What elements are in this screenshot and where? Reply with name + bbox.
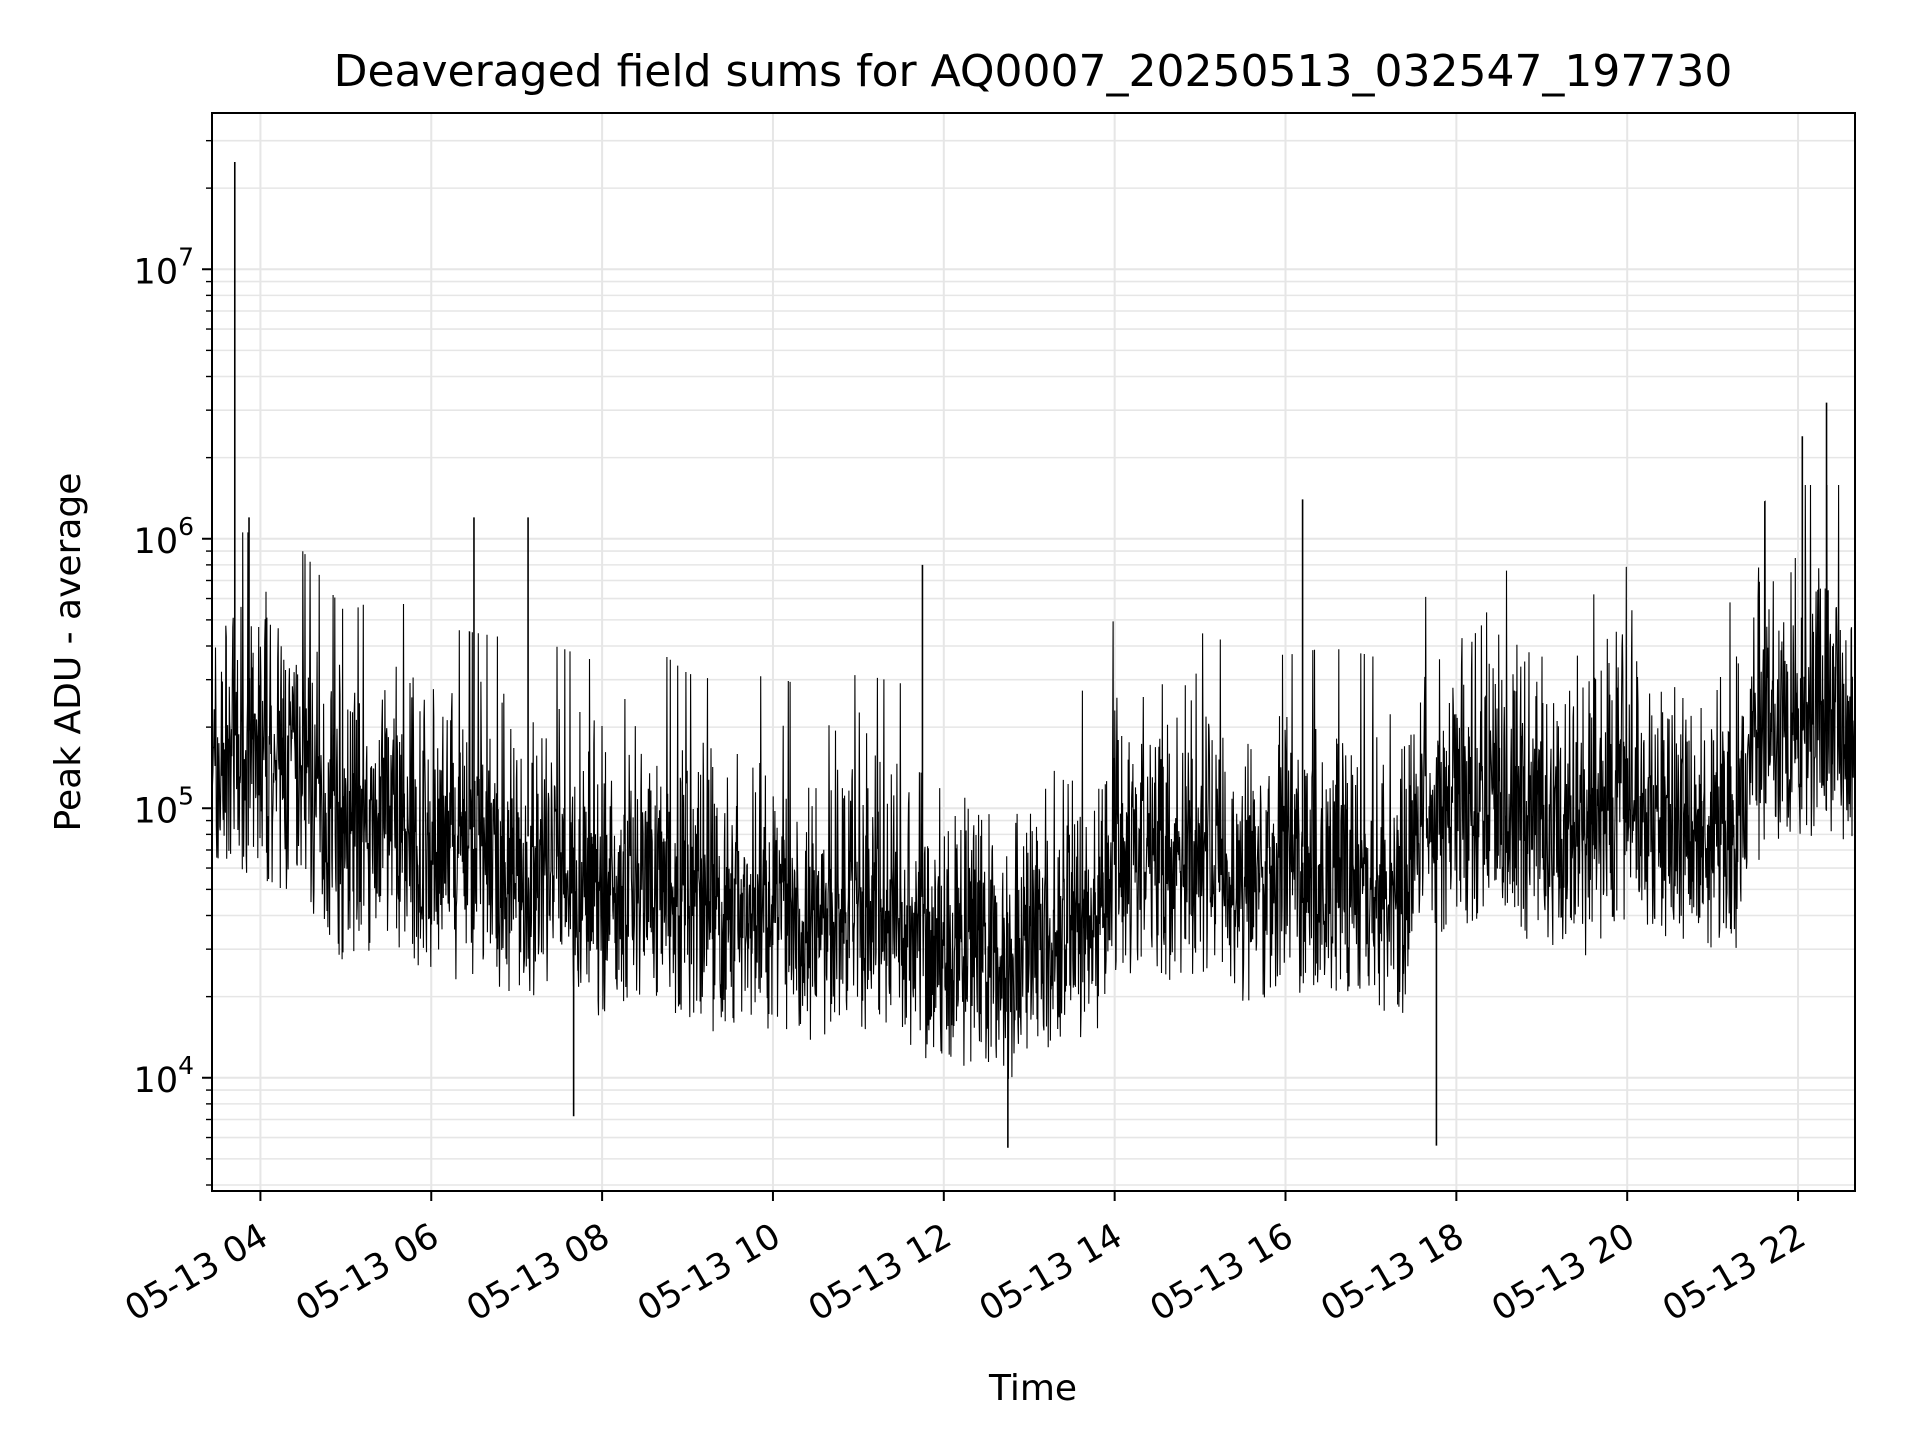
y-tick-label: 106 [134,512,194,562]
x-tick-label: 05-13 18 [1315,1216,1471,1329]
plot-frame [211,112,1856,1192]
x-tick-label: 05-13 22 [1656,1216,1812,1329]
y-axis-label: Peak ADU - average [48,473,89,832]
x-grid [259,113,1800,1191]
chart-title: Deaveraged field sums for AQ0007_2025051… [334,46,1733,97]
x-tick-label: 05-13 14 [973,1216,1129,1329]
series-line-layer [211,162,1856,1148]
y-grid [212,139,1855,1186]
x-tick-label: 05-13 06 [289,1216,445,1329]
x-axis-label: Time [988,1368,1077,1409]
x-tick-label: 05-13 20 [1485,1216,1641,1329]
x-tick-label: 05-13 08 [460,1216,616,1329]
x-tick-label: 05-13 12 [802,1216,958,1329]
x-axis-ticks: 05-13 04 05-13 06 05-13 08 05-13 10 05-13 12… [119,1191,1813,1329]
y-tick-label: 105 [134,781,194,831]
x-tick-label: 05-13 10 [631,1216,787,1329]
y-tick-label: 104 [134,1051,194,1101]
x-tick-label: 05-13 04 [119,1216,275,1329]
y-axis-ticks: 104 105 106 107 [134,139,212,1186]
y-tick-label: 107 [134,242,194,292]
x-tick-label: 05-13 16 [1144,1216,1300,1329]
series-line [211,484,1856,1079]
